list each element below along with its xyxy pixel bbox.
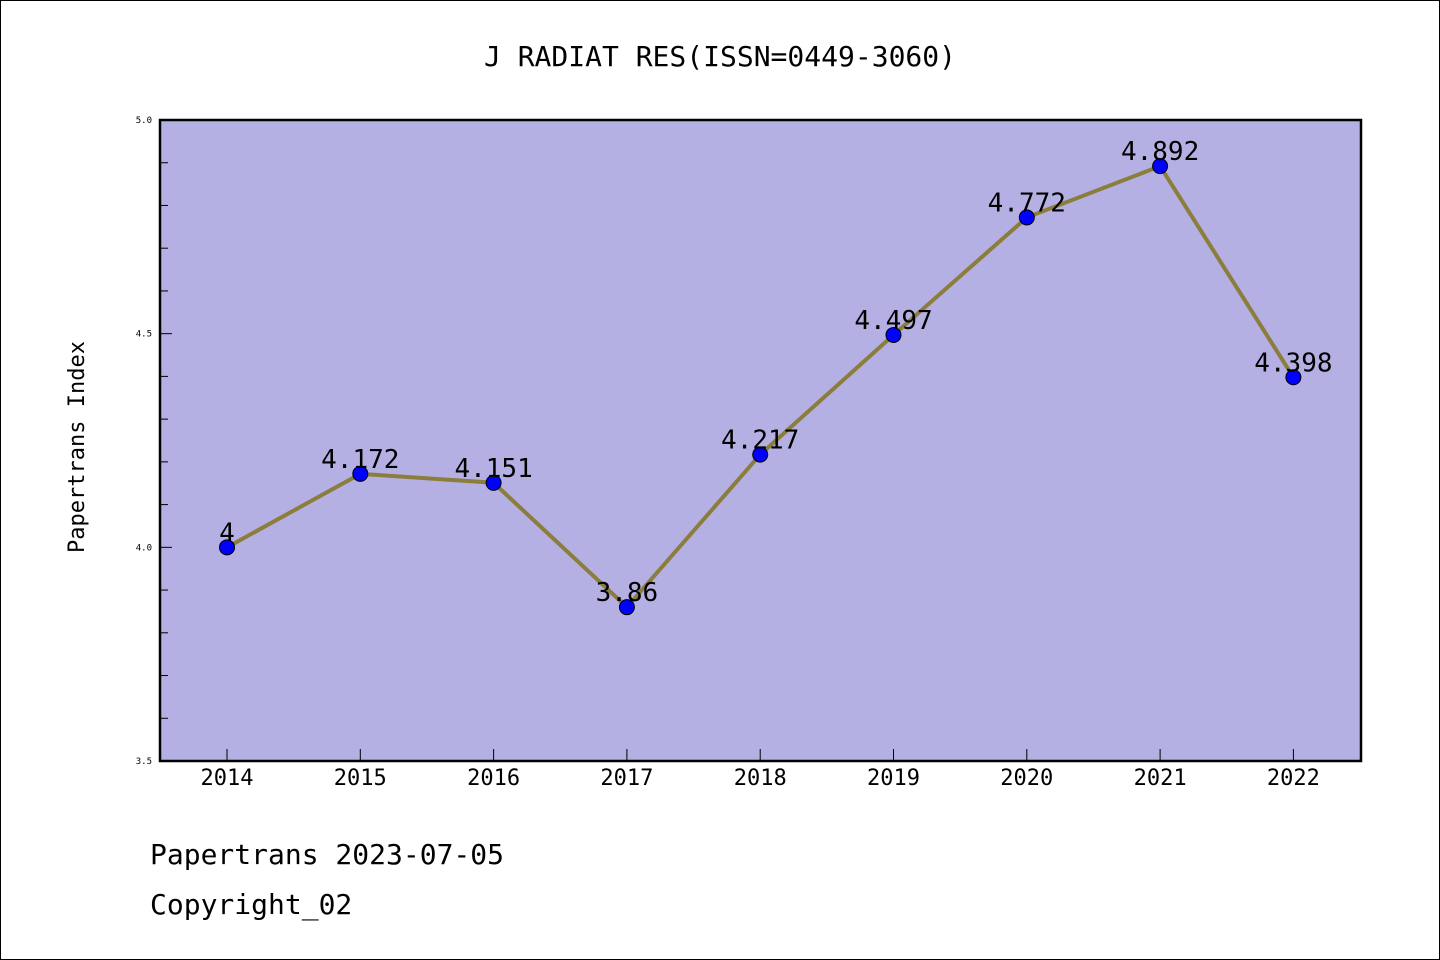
data-label: 4 [219, 518, 235, 548]
footer-copyright: Copyright_02 [150, 888, 352, 922]
footer-date: Papertrans 2023-07-05 [150, 838, 504, 871]
data-point [885, 326, 902, 343]
data-label: 4.892 [1121, 137, 1199, 167]
data-point [1285, 369, 1302, 386]
data-point [352, 465, 369, 482]
data-label: 4.151 [454, 454, 532, 484]
x-tick-label: 2018 [734, 766, 787, 791]
x-tick-label: 2021 [1134, 766, 1187, 791]
y-tick-label: 4.5 [136, 330, 152, 340]
x-tick-label: 2016 [467, 766, 520, 791]
x-tick-label: 2015 [334, 766, 387, 791]
x-tick-label: 2019 [867, 766, 920, 791]
y-minor-ticks [160, 162, 168, 719]
data-point [1152, 158, 1169, 175]
data-point [485, 474, 502, 491]
data-label: 4.217 [721, 426, 799, 456]
data-labels: 4 4.172 4.151 3.86 4.217 4.497 4.772 4.892 4.398 [219, 137, 1332, 608]
data-label: 4.772 [988, 188, 1066, 218]
data-label: 4.172 [321, 445, 399, 475]
plot-area [160, 120, 1361, 761]
data-label: 3.86 [596, 578, 659, 608]
y-tick-label: 5.0 [136, 116, 152, 126]
x-tick-label: 2017 [600, 766, 653, 791]
data-points [219, 158, 1302, 616]
x-tick-label: 2022 [1267, 766, 1320, 791]
x-axis-ticks: 2014 2015 2016 2017 2018 2019 2020 2021 2022 [201, 749, 1320, 791]
data-label: 4.398 [1254, 348, 1332, 378]
y-tick-label: 3.5 [136, 757, 152, 767]
y-tick-label: 4.0 [136, 543, 152, 553]
chart-title: J RADIAT RES(ISSN=0449-3060) [484, 40, 956, 73]
data-label: 4.497 [854, 306, 932, 336]
x-tick-label: 2020 [1000, 766, 1053, 791]
x-tick-label: 2014 [201, 766, 254, 791]
data-point [219, 539, 235, 556]
data-point [618, 599, 635, 616]
plot-border [158, 118, 1363, 763]
data-point [1018, 209, 1035, 226]
y-axis-label: Papertrans Index [65, 341, 90, 553]
data-point [752, 446, 769, 463]
